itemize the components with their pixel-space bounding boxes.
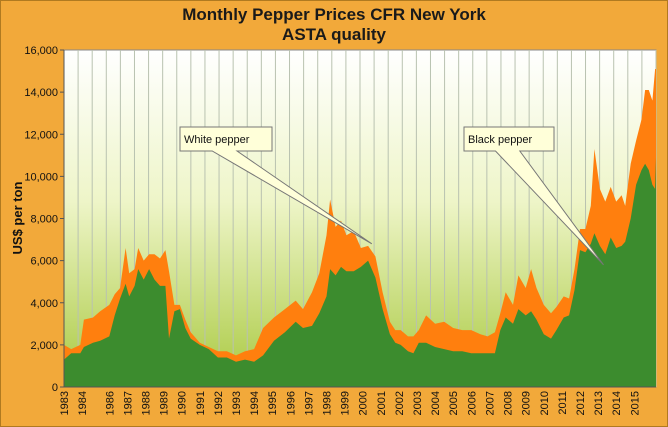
annotation-callout — [179, 126, 373, 245]
x-tick-labels: 1983 1984 1986 1987 1988 1989 1990 1991 1992 1993… — [59, 391, 641, 415]
y-tick-label: 12,000 — [24, 129, 58, 141]
y-tick-label: 10,000 — [24, 171, 58, 183]
x-tick-label: 1983 — [59, 391, 71, 415]
chart-title: Monthly Pepper Prices CFR New York — [182, 5, 486, 24]
x-tick-label: 2000 — [358, 391, 370, 415]
x-tick-label: 1996 — [285, 391, 297, 415]
y-tick-labels: 0 2,000 4,000 6,000 8,000 10,000 12,000 14,000 1… — [24, 45, 64, 394]
x-tick-label: 2010 — [539, 391, 551, 415]
x-tick-label: 1999 — [340, 391, 352, 415]
annotation-callout — [463, 126, 604, 266]
x-tick-label: 1993 — [231, 391, 243, 415]
x-tick-label: 2014 — [611, 391, 623, 415]
x-tick-label: 2009 — [521, 391, 533, 415]
y-tick-label: 8,000 — [30, 214, 58, 226]
annotations: White pepper Black pepper — [179, 126, 604, 266]
x-tick-label: 1989 — [159, 391, 171, 415]
y-axis-label: US$ per ton — [10, 181, 25, 254]
x-tick-label: 1994 — [249, 391, 261, 415]
x-tick-label: 2008 — [503, 391, 515, 415]
y-tick-label: 6,000 — [30, 256, 58, 268]
x-tick-label: 2007 — [484, 391, 496, 415]
y-tick-label: 4,000 — [30, 298, 58, 310]
black-pepper-area — [64, 157, 656, 387]
chart-subtitle: ASTA quality — [282, 25, 386, 44]
y-tick-label: 16,000 — [24, 45, 58, 57]
x-tick-label: 2012 — [575, 391, 587, 415]
x-tick-label: 1986 — [104, 391, 116, 415]
x-tick-label: 1984 — [77, 391, 89, 415]
annotation-label: Black pepper — [468, 134, 533, 146]
y-tick-label: 14,000 — [24, 87, 58, 99]
series-areas — [64, 69, 656, 387]
annotation-label: White pepper — [184, 134, 250, 146]
x-tick-label: 1998 — [322, 391, 334, 415]
y-tick-label: 2,000 — [30, 340, 58, 352]
x-tick-label: 2003 — [412, 391, 424, 415]
x-tick-label: 1990 — [177, 391, 189, 415]
white-pepper-area — [64, 69, 656, 387]
x-tick-label: 1992 — [213, 391, 225, 415]
x-tick-label: 2001 — [376, 391, 388, 415]
x-tick-label: 2005 — [448, 391, 460, 415]
x-tick-label: 2011 — [557, 391, 569, 415]
x-tick-label: 2002 — [394, 391, 406, 415]
x-tick-label: 1991 — [195, 391, 207, 415]
y-tick-label: 0 — [52, 382, 58, 394]
x-tick-label: 1988 — [140, 391, 152, 415]
x-tick-label: 2006 — [466, 391, 478, 415]
x-tick-label: 2015 — [629, 391, 641, 415]
x-tick-label: 2004 — [430, 391, 442, 415]
x-tick-label: 2013 — [593, 391, 605, 415]
x-tick-label: 1987 — [122, 391, 134, 415]
x-tick-label: 1997 — [303, 391, 315, 415]
x-tick-label: 1995 — [267, 391, 279, 415]
